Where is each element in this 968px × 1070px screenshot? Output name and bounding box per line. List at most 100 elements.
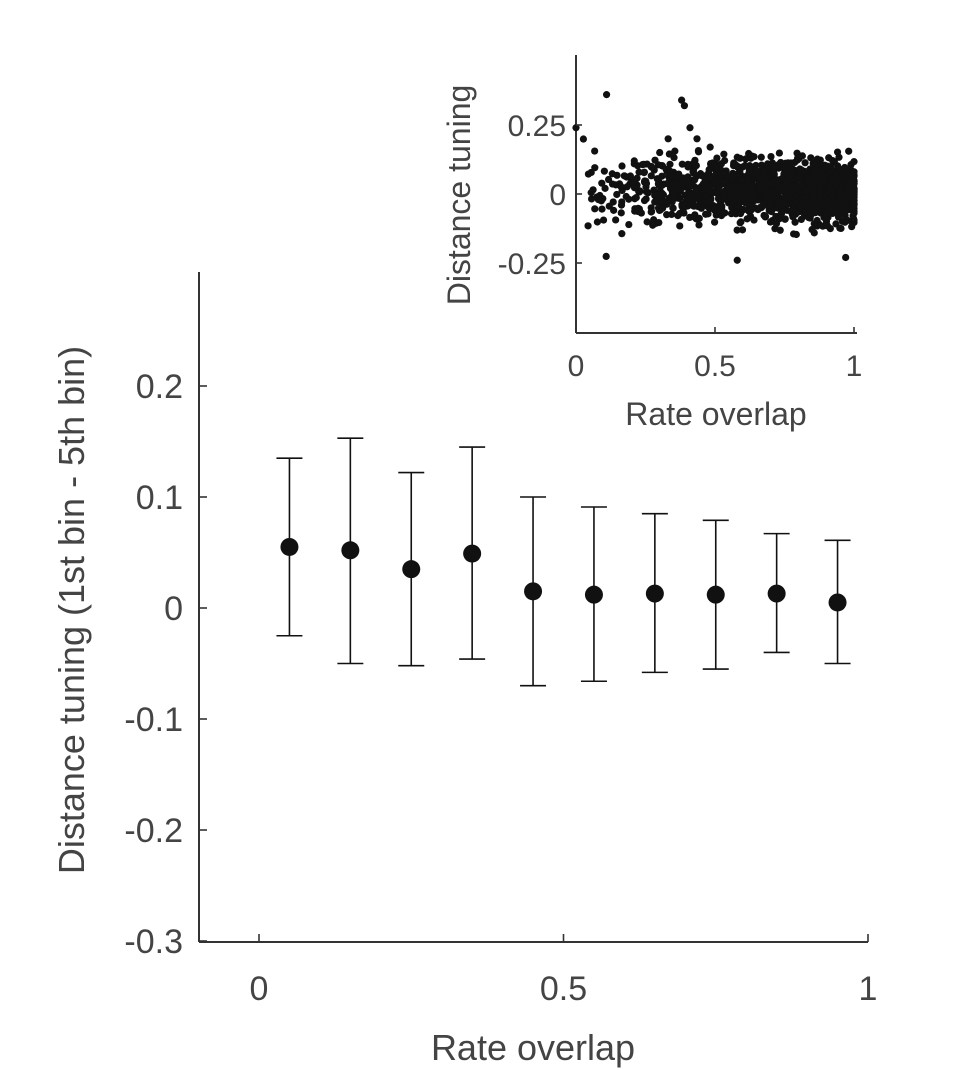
scatter-point — [682, 196, 691, 204]
inset-y-ticks: -0.25 0 0.25 — [498, 110, 582, 281]
scatter-point — [591, 205, 599, 213]
scatter-point — [762, 190, 770, 198]
scatter-point — [808, 225, 816, 234]
scatter-point — [772, 194, 780, 203]
scatter-point — [767, 208, 776, 216]
data-point — [706, 585, 725, 604]
data-point — [767, 584, 786, 603]
scatter-point — [750, 153, 758, 161]
scatter-point — [602, 252, 610, 261]
scatter-point — [829, 186, 837, 194]
scatter-point — [731, 194, 739, 202]
scatter-point — [587, 189, 595, 197]
scatter-point — [678, 160, 686, 168]
scatter-point — [647, 172, 655, 180]
scatter-point — [635, 188, 644, 196]
main-y-tick-label: -0.2 — [124, 812, 183, 850]
scatter-point — [678, 96, 686, 104]
scatter-point — [841, 197, 849, 205]
scatter-point — [664, 180, 673, 188]
scatter-point — [842, 253, 850, 262]
scatter-point — [658, 181, 666, 190]
scatter-point — [807, 154, 815, 162]
scatter-point — [834, 162, 842, 170]
scatter-point — [736, 154, 744, 162]
scatter-point — [827, 175, 835, 183]
scatter-point — [587, 195, 596, 203]
scatter-point — [662, 165, 670, 173]
scatter-point — [625, 195, 633, 203]
scatter-point — [836, 185, 845, 193]
scatter-point — [776, 226, 784, 234]
main-x-tick-label: 0 — [250, 970, 269, 1008]
main-markers — [280, 537, 847, 612]
main-y-axis-title: Distance tuning (1st bin - 5th bin) — [51, 346, 92, 874]
scatter-point — [775, 149, 783, 157]
scatter-point — [656, 148, 664, 157]
scatter-point — [756, 184, 764, 193]
scatter-point — [801, 159, 809, 167]
scatter-point — [630, 160, 638, 168]
inset-y-axis-title: Distance tuning — [441, 85, 477, 306]
scatter-point — [778, 162, 787, 170]
scatter-point — [835, 153, 843, 161]
scatter-point — [845, 147, 853, 155]
scatter-point — [736, 209, 745, 218]
scatter-point — [699, 180, 707, 188]
scatter-point — [598, 179, 606, 187]
scatter-point — [715, 180, 723, 188]
scatter-point — [623, 183, 631, 191]
scatter-point — [704, 210, 712, 218]
scatter-point — [731, 160, 739, 169]
scatter-point — [743, 189, 751, 197]
scatter-point — [759, 169, 768, 177]
scatter-point — [678, 202, 686, 211]
data-point — [828, 593, 847, 612]
main-plot: -0.3-0.2-0.100.10.2 0 0.5 1 Rate overlap D… — [51, 272, 877, 1068]
scatter-point — [591, 164, 599, 172]
scatter-point — [602, 91, 611, 99]
scatter-point — [721, 156, 729, 165]
scatter-point — [766, 218, 775, 226]
scatter-point — [706, 143, 714, 151]
scatter-point — [761, 212, 770, 221]
scatter-point — [836, 224, 844, 232]
scatter-point — [757, 153, 765, 161]
scatter-point — [643, 218, 651, 226]
scatter-point — [617, 209, 625, 217]
scatter-point — [789, 183, 797, 191]
scatter-point — [833, 170, 841, 178]
scatter-point — [767, 152, 775, 161]
scatter-point — [719, 188, 727, 196]
scatter-point — [713, 164, 721, 172]
main-y-tick-label: 0 — [164, 590, 183, 628]
scatter-point — [791, 218, 799, 226]
inset-scatter-points — [572, 91, 858, 264]
main-y-ticks: -0.3 -0.2 -0.1 0 0.1 0.2 — [124, 368, 207, 961]
inset-x-ticks: 0 0.5 1 — [568, 327, 862, 383]
scatter-point — [821, 165, 829, 173]
scatter-point — [752, 161, 760, 170]
scatter-point — [677, 182, 686, 191]
scatter-point — [608, 180, 617, 188]
scatter-point — [635, 168, 643, 176]
inset-x-axis-title: Rate overlap — [625, 396, 806, 432]
inset-y-tick-label: -0.25 — [498, 248, 566, 281]
scatter-point — [684, 163, 692, 171]
scatter-point — [767, 201, 775, 209]
scatter-point — [850, 158, 858, 166]
data-point — [402, 560, 421, 579]
scatter-point — [850, 209, 858, 217]
scatter-point — [600, 167, 608, 175]
scatter-point — [787, 159, 795, 167]
scatter-point — [707, 160, 715, 168]
scatter-point — [850, 185, 858, 194]
scatter-point — [618, 230, 626, 238]
scatter-point — [773, 178, 782, 186]
scatter-point — [810, 179, 818, 187]
scatter-point — [618, 162, 626, 170]
scatter-point — [824, 196, 833, 204]
scatter-point — [782, 199, 791, 208]
